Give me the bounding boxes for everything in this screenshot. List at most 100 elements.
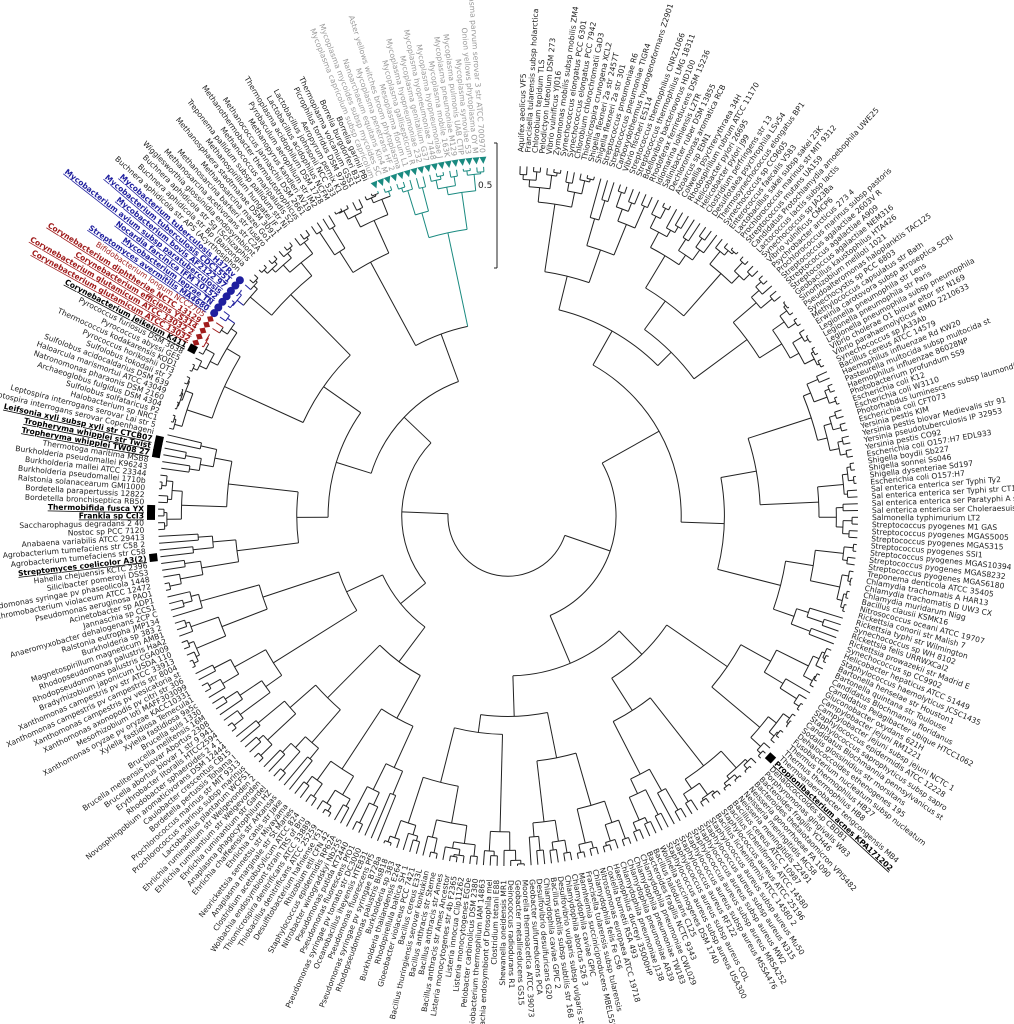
branch [273, 610, 358, 664]
branch [181, 504, 227, 508]
branch [592, 330, 613, 366]
branch [184, 560, 201, 564]
branch [728, 783, 732, 787]
branch-arc [402, 188, 413, 193]
branch [809, 340, 812, 343]
branch [685, 803, 693, 815]
branch [172, 414, 176, 417]
branch [816, 673, 821, 676]
square-marker [147, 504, 156, 514]
branch [359, 802, 370, 824]
branch [271, 268, 276, 273]
branch [837, 440, 843, 443]
branch [589, 178, 602, 218]
square-marker [154, 435, 164, 445]
branch [223, 311, 230, 317]
circle-marker [218, 297, 227, 306]
branch [532, 822, 535, 837]
circle-marker [210, 309, 219, 318]
branch [289, 684, 316, 708]
branch [567, 182, 570, 192]
branch [303, 242, 314, 254]
branch [645, 255, 666, 289]
branch [773, 608, 795, 617]
branch [789, 312, 794, 316]
branch [750, 757, 757, 764]
branch [575, 752, 592, 806]
branch-arc [779, 315, 789, 329]
branch [214, 457, 232, 462]
branch [528, 179, 531, 187]
branch [180, 399, 183, 401]
branch [644, 823, 651, 837]
branch [358, 824, 364, 833]
branch [249, 296, 273, 316]
diamond-marker [195, 333, 203, 340]
branch [700, 801, 704, 807]
branch [231, 300, 235, 303]
branch [817, 358, 822, 362]
branch [698, 782, 709, 795]
branch [843, 593, 847, 595]
branch [282, 264, 291, 273]
branch-arc [207, 682, 212, 689]
branch [581, 180, 586, 195]
branch [688, 223, 701, 242]
branch [167, 591, 191, 598]
branch [294, 781, 305, 794]
triangle-marker [410, 167, 418, 176]
branch [440, 333, 459, 382]
branch [364, 196, 368, 201]
branch [183, 600, 193, 604]
branch [188, 641, 194, 645]
branch [812, 655, 820, 660]
branch [402, 833, 409, 851]
branch [683, 793, 689, 802]
branch [456, 169, 458, 177]
branch [205, 348, 215, 355]
branch [232, 304, 234, 307]
branch [236, 294, 238, 297]
branch [184, 646, 190, 650]
branch [739, 256, 744, 261]
branch [806, 616, 824, 623]
branch [734, 261, 743, 272]
branch-arc [366, 195, 377, 201]
branch [209, 678, 221, 687]
branch [796, 708, 800, 711]
branch [797, 323, 801, 327]
branch [477, 714, 482, 733]
branch [776, 731, 779, 734]
taxon-label: Nostoc sp PCC 7120 [68, 526, 145, 538]
branch-arc [447, 513, 566, 577]
branch [343, 210, 349, 220]
branch [173, 418, 177, 420]
branch [803, 675, 813, 682]
branch-arc [558, 309, 659, 366]
branch [789, 352, 800, 359]
branch [160, 552, 194, 558]
branch [258, 757, 264, 763]
branch [841, 435, 849, 439]
branch [780, 729, 784, 733]
square-marker [151, 448, 162, 459]
branch [811, 627, 837, 639]
branch [705, 798, 710, 803]
branch [176, 401, 179, 404]
branch [657, 792, 675, 825]
branch [160, 474, 168, 477]
square-marker [148, 553, 158, 563]
branch [800, 702, 804, 706]
branch [660, 812, 669, 828]
branch [263, 749, 281, 768]
branch [190, 616, 219, 628]
branch [734, 774, 738, 779]
branch [283, 756, 308, 786]
branch [806, 378, 819, 385]
branch [240, 725, 261, 743]
branch [749, 765, 752, 769]
branch [811, 346, 815, 350]
circle-marker [235, 276, 244, 285]
branch [305, 229, 310, 236]
branch [591, 841, 594, 849]
